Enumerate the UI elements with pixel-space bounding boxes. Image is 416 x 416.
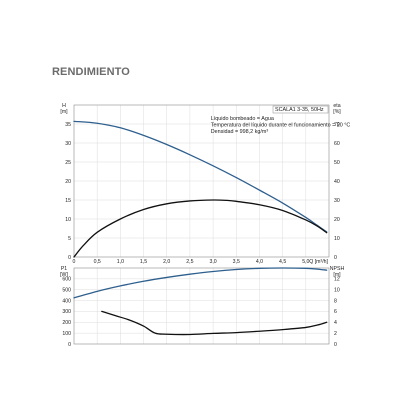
y-left-axis-unit: [W] xyxy=(60,272,68,278)
y-left-tick-label: 10 xyxy=(65,217,71,223)
curve-line xyxy=(101,310,328,336)
y-right-tick-label: 8 xyxy=(334,298,337,304)
curve-line xyxy=(73,267,328,299)
y-right-tick-label: 10 xyxy=(334,288,340,294)
y-right-tick-label: 50 xyxy=(334,160,340,166)
y-right-tick-label: 0 xyxy=(334,342,337,348)
y-left-tick-label: 35 xyxy=(65,122,71,128)
curve-line xyxy=(73,120,328,233)
y-left-tick-label: 0 xyxy=(68,342,71,348)
x-tick-label: 1,5 xyxy=(140,259,147,265)
x-tick-label: 2,5 xyxy=(186,259,193,265)
curve-line xyxy=(73,199,328,258)
y-left-axis-label: H xyxy=(62,103,66,109)
x-axis-label: Q [m³/h] xyxy=(309,259,328,265)
y-right-tick-label: 70 xyxy=(334,122,340,128)
x-tick-label: 3,0 xyxy=(209,259,216,265)
y-right-axis-label: eta xyxy=(333,103,340,109)
y-right-tick-label: 4 xyxy=(334,320,337,326)
y-left-tick-label: 5 xyxy=(68,236,71,242)
x-tick-label: 1,0 xyxy=(117,259,124,265)
y-left-tick-label: 15 xyxy=(65,198,71,204)
y-right-tick-label: 6 xyxy=(334,309,337,315)
series-layer xyxy=(73,120,328,336)
model-label-box xyxy=(272,105,329,114)
grid-layer xyxy=(74,105,329,344)
y-right-axis-unit: [m] xyxy=(333,272,341,278)
y-left-tick-label: 200 xyxy=(62,320,71,326)
y-left-tick-label: 300 xyxy=(62,309,71,315)
y-right-tick-label: 10 xyxy=(334,236,340,242)
fluid-note: Densidad = 998,2 kg/m³ xyxy=(211,129,269,135)
model-label: SCALA1 3-35, 50Hz xyxy=(275,107,324,113)
y-left-tick-label: 0 xyxy=(68,255,71,261)
x-tick-label: 3,5 xyxy=(233,259,240,265)
y-left-tick-label: 500 xyxy=(62,288,71,294)
y-left-tick-label: 30 xyxy=(65,141,71,147)
y-right-tick-label: 20 xyxy=(334,217,340,223)
y-right-tick-label: 12 xyxy=(334,277,340,283)
x-tick-label: 5,0 xyxy=(302,259,309,265)
tick-labels-layer: 0 0,5 1,0 1,5 2,0 2,5 3,0 3,5 4,0 4,5 5,0051015202… xyxy=(62,122,340,348)
y-left-axis-unit: [m] xyxy=(60,109,68,115)
y-right-tick-label: 2 xyxy=(334,331,337,337)
frame-layer xyxy=(73,104,330,345)
y-right-tick-label: 40 xyxy=(334,179,340,185)
y-right-axis-label: NPSH xyxy=(330,266,345,272)
y-left-tick-label: 100 xyxy=(62,331,71,337)
x-tick-label: 4,5 xyxy=(279,259,286,265)
y-left-axis-label: P1 xyxy=(61,266,67,272)
y-left-tick-label: 400 xyxy=(62,298,71,304)
x-tick-label: 4,0 xyxy=(256,259,263,265)
y-right-tick-label: 60 xyxy=(334,141,340,147)
y-left-tick-label: 600 xyxy=(62,277,71,283)
x-tick-label: 0 xyxy=(73,259,76,265)
x-tick-label: 0,5 xyxy=(94,259,101,265)
y-right-tick-label: 30 xyxy=(334,198,340,204)
fluid-note: Líquido bombeado = Agua xyxy=(211,116,274,122)
y-right-axis-unit: [%] xyxy=(333,109,341,115)
fluid-note: Temperatura del líquido durante el funci… xyxy=(211,123,351,129)
plot-frame xyxy=(73,104,330,258)
section-heading: RENDIMIENTO xyxy=(52,66,130,78)
y-right-tick-label: 0 xyxy=(334,255,337,261)
y-left-tick-label: 25 xyxy=(65,160,71,166)
plot-frame xyxy=(73,267,330,345)
y-left-tick-label: 20 xyxy=(65,179,71,185)
x-tick-label: 2,0 xyxy=(163,259,170,265)
